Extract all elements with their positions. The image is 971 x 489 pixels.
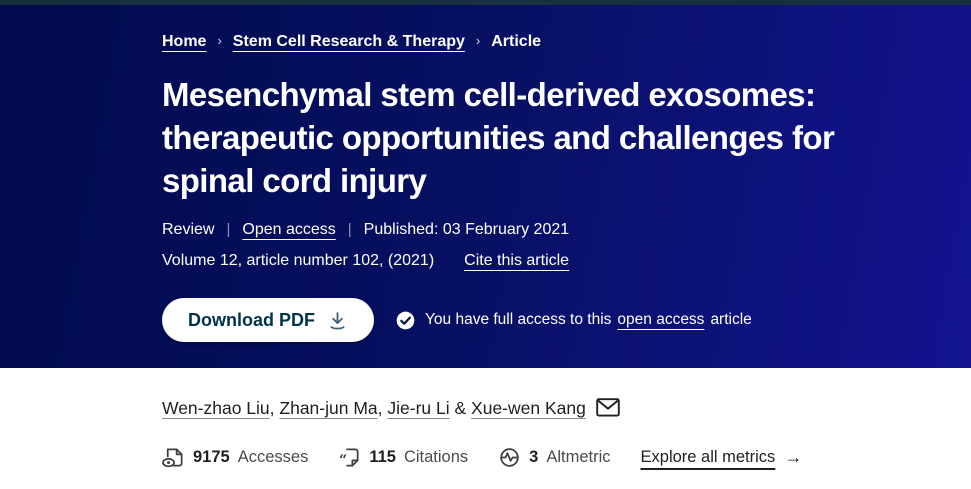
citations-quote-icon: “ <box>338 446 361 469</box>
citations-count: 115 <box>369 448 396 466</box>
article-meta-row: Review | Open access | Published: 03 Feb… <box>162 219 931 240</box>
breadcrumb-link-home[interactable]: Home <box>162 33 207 50</box>
metric-altmetric: 3 Altmetric <box>498 446 611 469</box>
author-separator: , <box>269 398 280 418</box>
author-link[interactable]: Wen-zhao Liu <box>162 398 270 418</box>
volume-row: Volume 12, article number 102, (2021) Ci… <box>162 250 931 271</box>
volume-info: Volume 12, article number 102, (2021) <box>162 252 435 269</box>
breadcrumb-link-journal[interactable]: Stem Cell Research & Therapy <box>232 33 465 50</box>
citations-label: Citations <box>403 448 469 466</box>
article-type-label: Review <box>162 221 215 238</box>
author-link[interactable]: Jie-ru Li <box>387 398 450 418</box>
article-title: Mesenchymal stem cell-derived exosomes: … <box>162 76 835 199</box>
breadcrumb-current-article: Article <box>491 33 542 50</box>
altmetric-count: 3 <box>529 448 539 466</box>
accesses-eye-icon <box>162 446 185 469</box>
download-icon <box>327 310 348 331</box>
authors-line: Wen-zhao Liu, Zhan-jun Ma, Jie-ru Li & X… <box>162 396 931 420</box>
article-info-section: Wen-zhao Liu, Zhan-jun Ma, Jie-ru Li & X… <box>0 368 971 469</box>
altmetric-label: Altmetric <box>546 448 611 466</box>
access-note-prefix: You have full access to this <box>425 311 612 328</box>
check-circle-icon <box>396 311 415 330</box>
chevron-right-icon: › <box>217 33 222 48</box>
top-strip <box>0 0 971 5</box>
cite-this-article-link[interactable]: Cite this article <box>464 252 570 269</box>
altmetric-pulse-icon <box>498 446 521 469</box>
explore-all-metrics-label: Explore all metrics <box>640 448 776 466</box>
explore-all-metrics-link[interactable]: Explore all metrics → <box>641 447 803 468</box>
breadcrumb: Home › Stem Cell Research & Therapy › Ar… <box>162 31 931 53</box>
download-pdf-button[interactable]: Download PDF <box>162 298 374 342</box>
metric-citations: “ 115 Citations <box>338 446 468 469</box>
pipe-separator: | <box>347 221 352 238</box>
pipe-separator: | <box>226 221 231 238</box>
article-hero-header: Home › Stem Cell Research & Therapy › Ar… <box>0 5 971 368</box>
metric-accesses: 9175 Accesses <box>162 446 308 469</box>
full-access-note: You have full access to this open access… <box>396 311 752 330</box>
svg-text:“: “ <box>339 453 347 469</box>
author-link[interactable]: Xue-wen Kang <box>471 398 586 418</box>
arrow-right-icon: → <box>784 447 803 467</box>
access-note-suffix: article <box>710 311 752 328</box>
metrics-row: 9175 Accesses “ 115 Citations 3 <box>162 446 931 469</box>
accesses-count: 9175 <box>193 448 230 466</box>
download-pdf-label: Download PDF <box>188 309 315 330</box>
cta-row: Download PDF You have full access to thi… <box>162 298 931 342</box>
open-access-link[interactable]: Open access <box>242 221 336 238</box>
author-separator: , <box>377 398 388 418</box>
author-link[interactable]: Zhan-jun Ma <box>279 398 378 418</box>
published-date: Published: 03 February 2021 <box>363 221 570 238</box>
chevron-right-icon: › <box>475 33 481 48</box>
open-access-inline-link[interactable]: open access <box>617 311 705 328</box>
accesses-label: Accesses <box>237 448 309 466</box>
envelope-icon[interactable] <box>596 398 620 417</box>
author-separator: & <box>449 398 472 418</box>
